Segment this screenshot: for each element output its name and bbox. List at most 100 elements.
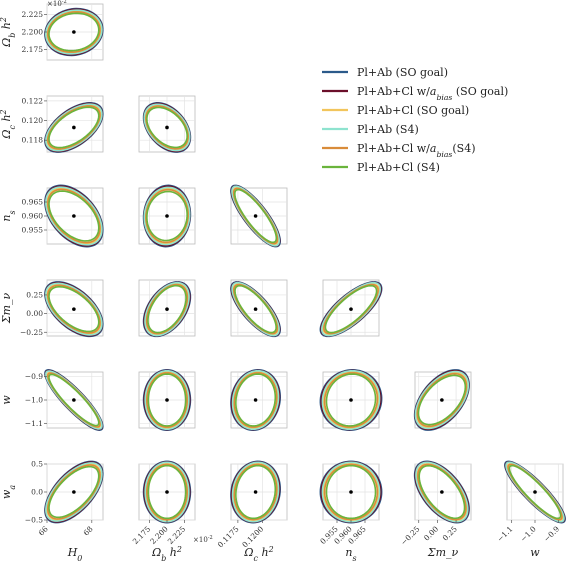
ellipse-series-3 bbox=[414, 370, 470, 430]
fiducial-point bbox=[349, 307, 353, 311]
ellipse-series-5 bbox=[147, 373, 187, 427]
ellipse-series-4 bbox=[323, 463, 379, 521]
legend-label-1: Pl+Ab+Cl w/abias (SO goal) bbox=[357, 85, 508, 102]
ellipse-series-3 bbox=[231, 461, 280, 523]
fiducial-point bbox=[440, 398, 444, 402]
x-axis-label-H0: H0 bbox=[67, 546, 83, 563]
y-axis-label-w: w bbox=[0, 395, 13, 405]
legend-label-3: Pl+Ab (S4) bbox=[357, 123, 419, 136]
panel-H0-vs-mnu: −0.25 0.00 0.25 bbox=[20, 279, 104, 338]
y-tick-label: −1.1 bbox=[25, 419, 43, 428]
x-axis-label-w: w bbox=[530, 546, 540, 559]
ellipse-series-5 bbox=[324, 284, 378, 334]
ellipse-series-3 bbox=[144, 369, 190, 431]
x-tick-label: 68 bbox=[82, 524, 95, 537]
fiducial-point bbox=[72, 398, 76, 402]
ellipse-series-5 bbox=[48, 465, 100, 519]
fiducial-point bbox=[165, 214, 169, 218]
ellipse-series-3 bbox=[231, 185, 280, 247]
legend-label-5: Pl+Ab+Cl (S4) bbox=[357, 161, 440, 174]
y-tick-label: 0.120 bbox=[22, 116, 44, 125]
ellipse-series-4 bbox=[233, 372, 278, 428]
ellipse-series-3 bbox=[143, 186, 191, 246]
panel-mnu-vs-w bbox=[413, 369, 472, 431]
fiducial-point bbox=[72, 307, 76, 311]
ellipse-series-5 bbox=[146, 106, 188, 149]
x-axis-label-mnu: Σm_ν bbox=[427, 546, 459, 559]
y-tick-label: 2.200 bbox=[22, 28, 44, 37]
fiducial-point bbox=[72, 490, 76, 494]
fiducial-point bbox=[349, 490, 353, 494]
y-axis-label-mnu: Σm_ν bbox=[0, 292, 13, 324]
fiducial-point bbox=[440, 490, 444, 494]
x-tick-label: 66 bbox=[37, 524, 50, 537]
y-tick-label: 2.175 bbox=[22, 45, 44, 54]
ellipse-series-3 bbox=[320, 281, 382, 337]
y-tick-label: 0.965 bbox=[22, 198, 44, 207]
legend-label-2: Pl+Ab+Cl (SO goal) bbox=[357, 104, 469, 117]
ellipse-series-5 bbox=[147, 464, 187, 520]
ellipse-series-5 bbox=[325, 464, 377, 520]
y-tick-label: 0.0 bbox=[31, 488, 43, 497]
x-axis-label-ns: ns bbox=[345, 546, 356, 563]
ellipse-series-5 bbox=[147, 284, 187, 334]
ellipse-series-5 bbox=[234, 188, 278, 244]
fiducial-point bbox=[165, 490, 169, 494]
panel-H0-vs-omch2: 0.118 0.120 0.122 bbox=[22, 95, 104, 153]
x-axis-label-omch2: Ωc h2 bbox=[243, 545, 273, 563]
ellipse-series-3 bbox=[415, 461, 469, 523]
fiducial-point bbox=[165, 307, 169, 311]
fiducial-point bbox=[253, 398, 258, 402]
fiducial-point bbox=[533, 490, 537, 494]
ellipse-series-5 bbox=[508, 464, 562, 520]
panel-H0-vs-wa: 66 68 −0.5 0.0 0.5 bbox=[25, 460, 104, 538]
fiducial-point bbox=[165, 398, 169, 402]
panel-ombh2-vs-mnu bbox=[138, 279, 196, 338]
x-tick-label: 2.200 bbox=[148, 524, 170, 546]
ellipse-series-4 bbox=[47, 11, 101, 53]
ellipse-series-3 bbox=[45, 9, 103, 55]
ellipse-series-4 bbox=[146, 372, 188, 428]
y-axis-label-ns: ns bbox=[0, 210, 17, 221]
ellipse-series-3 bbox=[45, 462, 103, 522]
ellipse-series-5 bbox=[417, 374, 467, 426]
ellipse-series-4 bbox=[416, 372, 468, 428]
ellipse-series-4 bbox=[47, 105, 101, 150]
ellipse-series-3 bbox=[45, 282, 103, 336]
y-tick-label: −1.0 bbox=[25, 396, 43, 405]
legend: Pl+Ab (SO goal) Pl+Ab+Cl w/abias (SO goal… bbox=[322, 66, 508, 174]
y-axis-label-omch2: Ωc h2 bbox=[0, 109, 17, 139]
x-tick-label: −1.1 bbox=[495, 524, 514, 543]
fiducial-point bbox=[165, 125, 169, 130]
ellipse-series-5 bbox=[48, 190, 100, 242]
ellipse-series-5 bbox=[325, 373, 377, 427]
ellipse-series-4 bbox=[47, 464, 101, 520]
ellipse-series-5 bbox=[48, 106, 100, 149]
panel-ns-vs-w bbox=[319, 369, 383, 431]
ellipse-series-4 bbox=[47, 284, 101, 334]
ellipse-series-4 bbox=[233, 463, 278, 521]
panel-H0-vs-w: −1.1 −1.0 −0.9 bbox=[25, 369, 104, 431]
x-tick-label: −1.0 bbox=[519, 524, 538, 543]
panel-omch2-vs-w bbox=[230, 369, 288, 431]
ellipse-series-3 bbox=[45, 186, 103, 246]
fiducial-point bbox=[72, 30, 76, 34]
panel-H0-vs-ns: 0.955 0.960 0.965 bbox=[22, 184, 104, 248]
ellipse-series-5 bbox=[235, 464, 277, 520]
x-tick-label: −0.9 bbox=[542, 524, 561, 543]
panel-ombh2-vs-omch2 bbox=[138, 95, 196, 153]
ellipse-series-4 bbox=[47, 188, 101, 244]
ellipse-series-5 bbox=[48, 285, 100, 333]
y-multiplier-label: ×10-2 bbox=[47, 0, 67, 8]
y-tick-label: 0.122 bbox=[22, 96, 44, 105]
ellipse-series-5 bbox=[234, 284, 277, 334]
ellipse-series-4 bbox=[323, 372, 379, 428]
y-axis-label-wa: wa bbox=[0, 485, 17, 499]
y-tick-label: 0.25 bbox=[26, 290, 43, 299]
y-tick-label: 0.5 bbox=[31, 460, 43, 469]
ellipse-series-4 bbox=[145, 283, 189, 335]
legend-label-4: Pl+Ab+Cl w/abias(S4) bbox=[357, 142, 476, 159]
